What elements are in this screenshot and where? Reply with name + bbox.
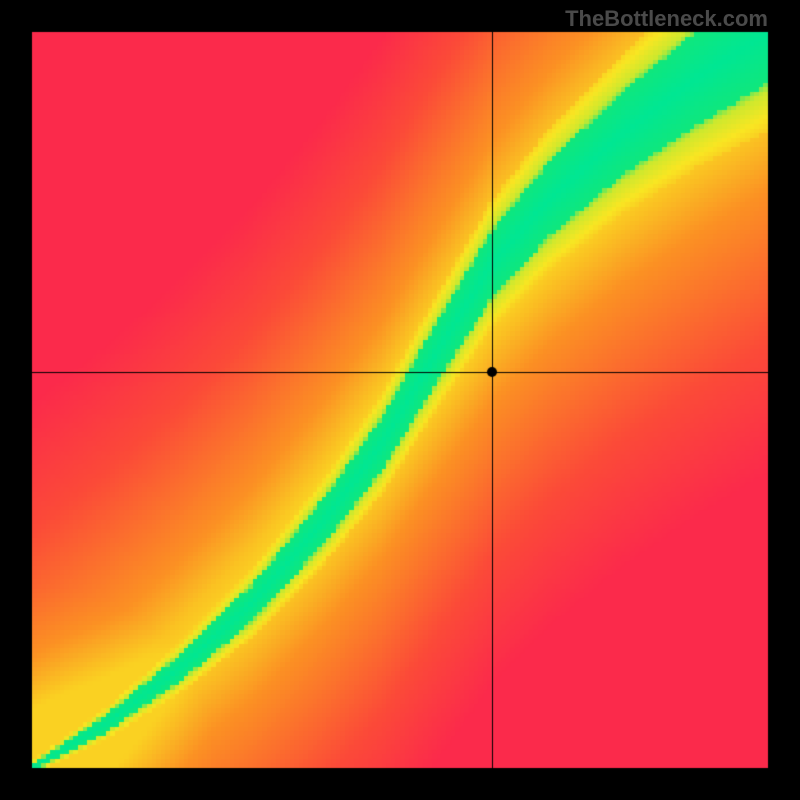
- watermark-text: TheBottleneck.com: [565, 6, 768, 32]
- chart-container: TheBottleneck.com: [0, 0, 800, 800]
- bottleneck-heatmap: [0, 0, 800, 800]
